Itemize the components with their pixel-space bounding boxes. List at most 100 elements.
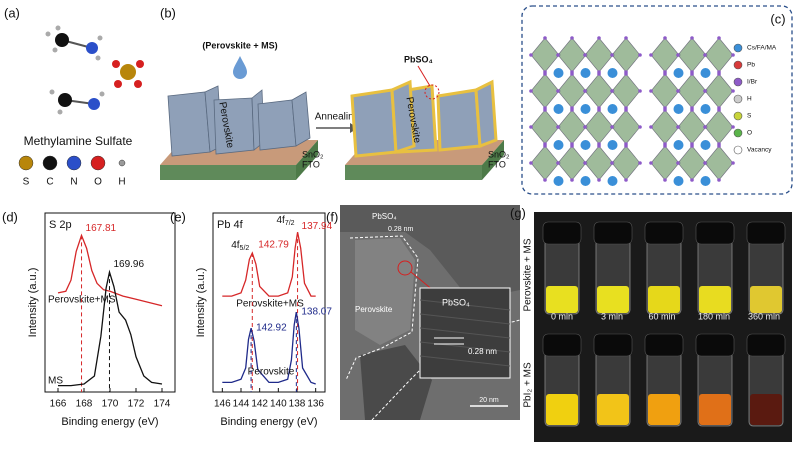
halide [583, 89, 587, 93]
halide [583, 53, 587, 57]
spacing-label: 0.28 nm [388, 226, 413, 233]
xps-curve [57, 233, 163, 307]
legend-label: I/Br [747, 79, 758, 86]
vial-cap [695, 333, 735, 357]
octahedron [584, 37, 614, 73]
octahedron [557, 73, 587, 109]
vial-cap [593, 333, 633, 357]
a-cation [553, 140, 564, 150]
vial-cap [746, 221, 786, 245]
atom-swatch [118, 159, 126, 167]
vial-cap [695, 221, 735, 245]
chart-title: Pb 4f [217, 219, 244, 231]
halide [638, 53, 642, 57]
octahedron [704, 145, 734, 181]
panel-label: (b) [160, 5, 176, 20]
halide [556, 53, 560, 57]
a-cation [673, 140, 684, 150]
vial-cap [644, 221, 684, 245]
halide [570, 178, 574, 182]
octahedron [530, 145, 560, 181]
vial-liquid [750, 394, 782, 425]
precursor: (Perovskite + MS) [202, 40, 277, 50]
orbital: 4f [231, 240, 240, 251]
halide [676, 89, 680, 93]
x-axis-label: Binding energy (eV) [61, 416, 158, 428]
halide [676, 53, 680, 57]
x-tick-label: 170 [102, 399, 119, 410]
legend-label: S [747, 113, 752, 120]
vial-liquid [597, 394, 629, 425]
halide [556, 125, 560, 129]
peak-label: 142.79 [258, 240, 289, 251]
peak-assignment: 4f5/2 [231, 240, 249, 252]
molecule [45, 25, 144, 115]
layer-label: SnO₂ [488, 149, 510, 159]
x-axis-label: Binding energy (eV) [220, 416, 317, 428]
spacing-label: 0.28 nm [468, 347, 497, 356]
octahedron [611, 109, 641, 145]
halide [597, 178, 601, 182]
legend-label: Pb [747, 62, 755, 69]
legend-swatch [733, 77, 743, 87]
a-cation [607, 104, 618, 114]
xps-curve [58, 269, 163, 387]
vial-liquid [648, 286, 680, 313]
a-cation [580, 68, 591, 78]
halide [663, 36, 667, 40]
panel-a: (a) Methylamine Sulfate S C N O H [4, 5, 144, 188]
a-cation [700, 176, 711, 186]
plot-frame [212, 212, 326, 393]
octahedron [530, 109, 560, 145]
halide [731, 125, 735, 129]
atom-symbol: O [94, 177, 102, 188]
panel-label: (c) [770, 11, 785, 26]
halide [663, 178, 667, 182]
drop [233, 56, 247, 79]
halide [543, 178, 547, 182]
x-tick-label: 174 [154, 399, 171, 410]
atom-symbol: H [118, 177, 125, 188]
legend-swatch [733, 43, 743, 53]
x-tick-label: 172 [128, 399, 145, 410]
halide [597, 72, 601, 76]
halide [717, 178, 721, 182]
vial-cap [644, 333, 684, 357]
xps-charts: (d) S 2p Intensity (a.u.) Binding energy (e… [2, 209, 333, 427]
vial-liquid [699, 286, 731, 313]
panel-label: (g) [510, 205, 526, 220]
octahedron [650, 109, 680, 145]
halide [690, 108, 694, 112]
octahedron [677, 109, 707, 145]
panel-label: (f) [326, 209, 338, 224]
halide [717, 108, 721, 112]
time-label: 180 min [698, 311, 730, 321]
a-cation [553, 104, 564, 114]
octahedron [530, 73, 560, 109]
octahedron [677, 37, 707, 73]
x-tick-label: 146 [214, 399, 231, 410]
row-label: PbI₂ + MS [523, 362, 534, 408]
octahedron [584, 145, 614, 181]
a-cation [580, 104, 591, 114]
halide [610, 161, 614, 165]
peak-label: 137.94 [302, 221, 333, 232]
halide [529, 125, 533, 129]
halide [731, 161, 735, 165]
legend-swatch [733, 145, 743, 155]
octahedron [557, 145, 587, 181]
scale-bar: 20 nm [479, 397, 499, 404]
molecule-name: Methylamine Sulfate [24, 134, 133, 148]
x-tick-label: 138 [289, 399, 306, 410]
halide [610, 53, 614, 57]
halide [703, 161, 707, 165]
a-cation [673, 68, 684, 78]
octahedron [611, 73, 641, 109]
halide [649, 89, 653, 93]
halide [676, 161, 680, 165]
halide [638, 125, 642, 129]
a-cation [553, 176, 564, 186]
vial-cap [746, 333, 786, 357]
a-cation [700, 140, 711, 150]
octahedron [650, 145, 680, 181]
